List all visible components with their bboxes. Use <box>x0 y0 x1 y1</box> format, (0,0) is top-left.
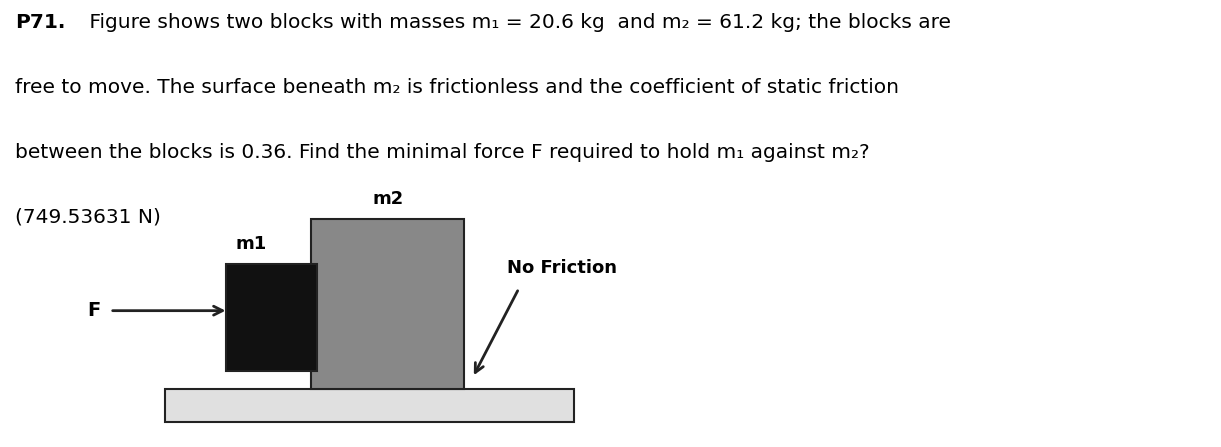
Text: between the blocks is 0.36. Find the minimal force F required to hold m₁ against: between the blocks is 0.36. Find the min… <box>15 143 869 162</box>
Text: (749.53631 N): (749.53631 N) <box>15 208 160 227</box>
Text: m1: m1 <box>236 235 267 253</box>
Text: F: F <box>87 301 100 320</box>
Text: Figure shows two blocks with masses m₁ = 20.6 kg  and m₂ = 61.2 kg; the blocks a: Figure shows two blocks with masses m₁ =… <box>83 13 951 33</box>
Text: No Friction: No Friction <box>507 259 617 277</box>
Bar <box>311 219 464 389</box>
Text: P71.: P71. <box>15 13 65 33</box>
Bar <box>165 389 574 422</box>
Text: m2: m2 <box>372 190 404 208</box>
Bar <box>226 264 317 371</box>
Text: free to move. The surface beneath m₂ is frictionless and the coefficient of stat: free to move. The surface beneath m₂ is … <box>15 78 899 97</box>
